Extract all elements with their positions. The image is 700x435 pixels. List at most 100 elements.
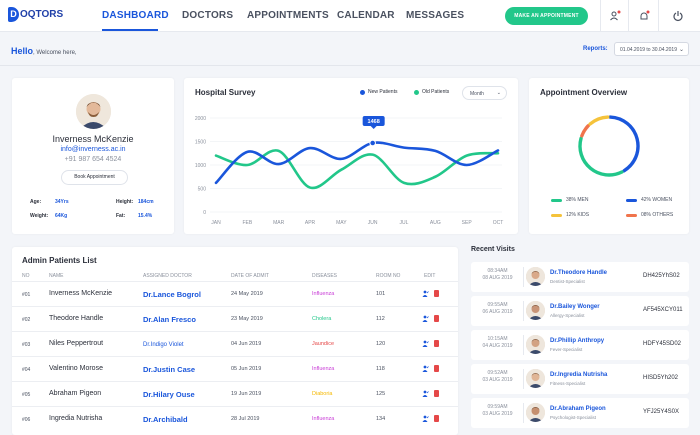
fat-value: 15.4% [138, 213, 153, 219]
highlight-point [369, 139, 376, 147]
visit-time: 09:59AM [487, 404, 508, 410]
height-value: 184cm [138, 199, 154, 205]
table-row[interactable]: #03 Niles Peppertrout Dr.Indigo Violet 04 J… [12, 331, 458, 356]
make-appointment-button[interactable]: MAKE AN APPOINTMENT [505, 7, 588, 25]
legend-label: 08% OTHERS [641, 212, 674, 218]
assigned-doctor-link[interactable]: Dr.Lance Bogrol [143, 290, 201, 299]
visit-doctor-name[interactable]: Dr.Ingredia Nutrisha [550, 372, 608, 378]
assigned-doctor-link[interactable]: Dr.Archibald [143, 415, 188, 424]
delete-icon[interactable] [434, 390, 439, 397]
legend-swatch [626, 198, 637, 202]
edit-user-icon[interactable] [422, 315, 429, 322]
legend-swatch [626, 213, 637, 217]
table-row[interactable]: #04 Valentino Morose Dr.Justin Case 05 Jun … [12, 356, 458, 381]
height-label: Height: [116, 199, 134, 205]
table-row[interactable]: #01 Inverness McKenzie Dr.Lance Bogrol 24 M… [12, 281, 458, 306]
visit-card[interactable]: 10:15AM 04 AUG 2019 Dr.Phillip Anthropy Fev… [471, 330, 689, 360]
table-row[interactable]: #02 Theodore Handle Dr.Alan Fresco 23 May 2… [12, 306, 458, 331]
power-icon[interactable] [672, 10, 684, 22]
visit-doctor-name[interactable]: Dr.Theodore Handle [550, 270, 608, 276]
visit-card[interactable]: 09:55AM 06 AUG 2019 Dr.Bailey Wonger Allerg… [471, 296, 689, 326]
logo-text: OQTORS [20, 9, 64, 20]
delete-icon[interactable] [434, 315, 439, 322]
visit-specialty: Psychologist-Specialist [550, 415, 597, 420]
profile-name: Inverness McKenzie [52, 134, 134, 144]
delete-icon[interactable] [434, 415, 439, 422]
chart-title: Hospital Survey [195, 88, 256, 97]
table-row[interactable]: #05 Abraham Pigeon Dr.Hilary Ouse 19 Jun 20… [12, 381, 458, 406]
delete-icon[interactable] [434, 340, 439, 347]
patient-name: Theodore Handle [49, 315, 104, 322]
column-header: NAME [49, 273, 64, 279]
visit-date: 03 AUG 2019 [482, 411, 513, 417]
bell-icon[interactable] [638, 10, 650, 22]
visit-doctor-name[interactable]: Dr.Phillip Anthropy [550, 338, 605, 344]
visit-time-block: 08:34AM 08 AUG 2019 [471, 268, 524, 282]
nav-doctors[interactable]: DOCTORS [182, 10, 234, 21]
avatar [526, 335, 545, 354]
legend-dot [414, 89, 419, 95]
visit-date: 06 AUG 2019 [482, 309, 513, 315]
nav-dashboard[interactable]: DASHBOARD [102, 10, 169, 21]
legend-men: 38% MEN [551, 197, 589, 203]
edit-user-icon[interactable] [422, 390, 429, 397]
visit-card[interactable]: 09:52AM 03 AUG 2019 Dr.Ingredia Nutrisha Fi… [471, 364, 689, 394]
reports-date-range-select[interactable]: 01.04.2019 to 30.04.2019 ⌄ [614, 42, 689, 56]
visit-card[interactable]: 09:59AM 03 AUG 2019 Dr.Abraham Pigeon Psych… [471, 398, 689, 428]
patient-name: Niles Peppertrout [49, 340, 104, 347]
admit-date: 23 May 2019 [231, 316, 263, 322]
delete-icon[interactable] [434, 290, 439, 297]
nav-appointments[interactable]: APPOINTMENTS [247, 10, 329, 21]
patient-name: Abraham Pigeon [49, 390, 102, 397]
assigned-doctor-link[interactable]: Dr.Alan Fresco [143, 315, 196, 324]
period-select[interactable]: Month ⌄ [462, 86, 507, 100]
age-label: Age: [30, 199, 42, 205]
edit-user-icon[interactable] [422, 365, 429, 372]
patient-number: #01 [22, 292, 31, 298]
legend-dot [360, 89, 365, 95]
profile-phone: +91 987 654 4524 [64, 156, 122, 163]
assigned-doctor-link[interactable]: Dr.Hilary Ouse [143, 390, 195, 399]
delete-icon[interactable] [434, 365, 439, 372]
avatar [526, 301, 545, 320]
table-row[interactable]: #06 Ingredia Nutrisha Dr.Archibald 28 Jul 2… [12, 406, 458, 431]
nav-messages[interactable]: MESSAGES [406, 10, 465, 21]
profile-email[interactable]: info@inverness.ac.in [60, 146, 126, 153]
disease-label: Diaboria [312, 391, 333, 397]
patient-profile-card: Inverness McKenzie info@inverness.ac.in … [12, 78, 174, 234]
divider [523, 301, 524, 321]
hospital-survey-card: Hospital Survey New Patients Old Patient… [184, 78, 518, 234]
patient-name: Ingredia Nutrisha [49, 415, 103, 422]
patient-number: #02 [22, 317, 31, 323]
visit-time: 09:55AM [487, 302, 508, 308]
divider [658, 0, 659, 32]
user-alert-icon[interactable] [609, 10, 621, 22]
book-appointment-button[interactable]: Book Appointment [61, 170, 128, 185]
x-tick-label: MAR [273, 220, 285, 226]
visit-doctor-name[interactable]: Dr.Abraham Pigeon [550, 406, 606, 412]
room-number: 118 [376, 366, 385, 372]
visit-doctor-name[interactable]: Dr.Bailey Wonger [550, 304, 600, 310]
visit-card[interactable]: 08:34AM 08 AUG 2019 Dr.Theodore Handle Dent… [471, 262, 689, 292]
assigned-doctor-link[interactable]: Dr.Justin Case [143, 365, 196, 374]
visit-time: 08:34AM [487, 268, 508, 274]
y-tick-label: 2000 [195, 116, 206, 122]
assigned-doctor-link[interactable]: Dr.Indigo Violet [143, 342, 184, 348]
edit-user-icon[interactable] [422, 290, 429, 297]
nav-calendar[interactable]: CALENDAR [337, 10, 395, 21]
y-tick-label: 0 [203, 210, 206, 216]
logo-mark: D [8, 7, 19, 22]
fat-label: Fat: [116, 213, 126, 219]
visit-specialty: Fitness-Specialist [550, 381, 586, 386]
x-tick-label: JUN [368, 220, 378, 226]
visit-specialty: Allergy-Specialist [550, 313, 585, 318]
divider [523, 369, 524, 389]
patient-number: #04 [22, 367, 31, 373]
logo[interactable]: D OQTORS [8, 7, 63, 22]
survey-chart: 0 500 1000 1500 2000 JAN FEB MAR APR MAY JUN JUL AUG… [195, 116, 503, 226]
edit-user-icon[interactable] [422, 340, 429, 347]
legend-kids: 12% KIDS [551, 212, 589, 218]
age-value: 34Yrs [55, 199, 69, 205]
edit-user-icon[interactable] [422, 415, 429, 422]
y-tick-label: 1500 [195, 140, 206, 146]
